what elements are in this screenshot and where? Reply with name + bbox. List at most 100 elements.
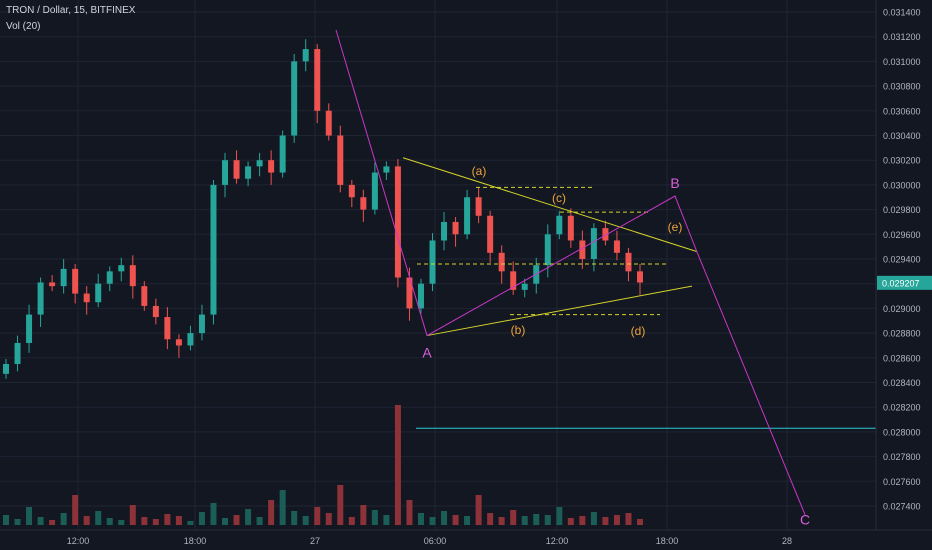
price-tick-label: 0.031400	[883, 8, 921, 18]
price-tick-label: 0.027600	[883, 477, 921, 487]
price-tick-label: 0.029000	[883, 304, 921, 314]
volume-bar	[337, 485, 344, 525]
volume-bar	[95, 511, 102, 525]
candle-body	[394, 166, 401, 278]
candle-body	[637, 271, 643, 283]
volume-bar	[348, 517, 355, 525]
volume-bar	[521, 516, 528, 525]
triangle-lower-trendline[interactable]	[426, 285, 693, 337]
price-tick-label: 0.029800	[883, 205, 921, 215]
time-tick-label: 27	[310, 536, 320, 546]
candle-body	[279, 135, 286, 173]
candle-body	[429, 240, 436, 284]
volume-bar	[371, 510, 378, 525]
candle-body	[325, 110, 332, 136]
candle-body	[291, 61, 298, 136]
time-tick-label: 12:00	[546, 536, 569, 546]
volume-bar	[590, 512, 597, 525]
volume-bar	[233, 515, 240, 525]
price-tick-label: 0.029600	[883, 230, 921, 240]
volume-bar	[452, 515, 459, 525]
volume-bar	[26, 507, 33, 525]
price-tick-label: 0.028200	[883, 403, 921, 413]
volume-bar	[222, 518, 229, 525]
volume-bar	[49, 520, 56, 525]
volume-bar	[325, 513, 332, 525]
volume-bar	[417, 513, 424, 525]
candle-body	[222, 160, 229, 185]
candle-body	[210, 184, 217, 315]
candle-body	[406, 277, 413, 309]
volume-bar	[175, 516, 182, 525]
volume-bar	[579, 516, 586, 525]
candle-body	[164, 317, 171, 340]
candle-body	[72, 268, 79, 294]
candle-body	[83, 293, 90, 303]
volume-bar	[152, 519, 159, 525]
triangle-upper-trendline[interactable]	[402, 157, 698, 253]
last-price-label: 0.029207	[882, 278, 920, 288]
time-tick-label: 28	[782, 536, 792, 546]
candle-body	[510, 271, 517, 290]
volume-bar	[441, 511, 448, 525]
candle-body	[567, 215, 574, 241]
candle-body	[417, 283, 424, 309]
candle-body	[175, 339, 182, 346]
candle-body	[95, 283, 102, 303]
candle-body	[302, 49, 309, 62]
drawing-annotations[interactable]: A B C (a) (b) (c) (d) (e)	[335, 29, 876, 528]
candle-body	[3, 363, 9, 374]
candle-body	[60, 268, 67, 287]
candle-body	[579, 240, 586, 259]
candle-body	[256, 160, 263, 167]
candle-body	[590, 228, 597, 259]
candle-body	[371, 172, 378, 210]
volume-bar	[14, 519, 21, 525]
price-axis[interactable]: 0.031400 0.031200 0.031000 0.030800 0.030600…	[875, 0, 932, 530]
price-tick-label: 0.027400	[883, 502, 921, 512]
candle-body	[129, 265, 136, 287]
candle-body	[487, 215, 494, 253]
price-tick-label: 0.031200	[883, 32, 921, 42]
time-tick-label: 18:00	[656, 536, 679, 546]
price-tick-label: 0.030000	[883, 180, 921, 190]
candle-body	[348, 184, 355, 198]
volume-bar	[406, 500, 413, 525]
candle-body	[337, 135, 344, 185]
price-tick-label: 0.028000	[883, 427, 921, 437]
volume-indicator-label[interactable]: Vol (20)	[6, 21, 41, 32]
candle-body	[625, 252, 632, 272]
volume-bars	[3, 405, 643, 525]
volume-bar	[83, 516, 90, 525]
volume-bar	[637, 519, 643, 525]
volume-bar	[613, 515, 620, 525]
volume-bar	[544, 515, 551, 525]
price-tick-label: 0.030400	[883, 131, 921, 141]
chart-title: TRON / Dollar, 15, BITFINEX	[6, 5, 136, 16]
volume-bar	[510, 510, 517, 525]
price-tick-label: 0.028600	[883, 353, 921, 363]
volume-bar	[37, 517, 44, 525]
volume-bar	[464, 516, 471, 525]
volume-bar	[498, 517, 505, 525]
candle-body	[118, 265, 125, 272]
elliott-wave-path[interactable]	[335, 29, 806, 515]
candle-body	[49, 282, 56, 287]
triangle-label: (d)	[631, 324, 646, 338]
time-axis[interactable]: 12:00 18:00 27 06:00 12:00 18:00 28	[0, 529, 932, 546]
volume-bar	[60, 513, 67, 525]
triangle-label: (a)	[472, 164, 487, 178]
price-tick-label: 0.030200	[883, 156, 921, 166]
candle-body	[268, 160, 275, 173]
triangle-label: (c)	[552, 191, 566, 205]
volume-bar	[198, 512, 205, 525]
volume-bar	[141, 517, 148, 525]
price-tick-label: 0.029400	[883, 255, 921, 265]
candle-body	[475, 197, 482, 216]
candle-body	[26, 314, 33, 343]
candle-body	[198, 314, 205, 334]
volume-bar	[279, 490, 286, 525]
volume-bar	[394, 405, 401, 525]
